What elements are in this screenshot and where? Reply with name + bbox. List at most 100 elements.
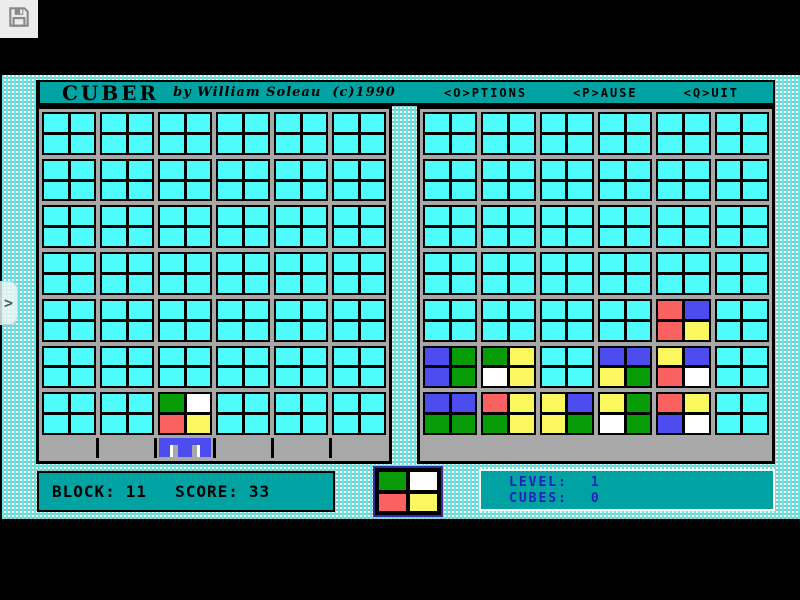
board-block-empty <box>481 158 536 202</box>
board-cell <box>716 368 741 387</box>
board-block-empty <box>714 158 769 202</box>
board-left <box>36 106 392 464</box>
board-cell <box>684 368 709 387</box>
board-cell <box>716 160 741 179</box>
board-cell <box>186 300 210 319</box>
board-cell <box>684 228 709 247</box>
board-cell <box>70 321 94 340</box>
board-cell <box>102 134 126 153</box>
menu-item-options[interactable]: <O>PTIONS <box>444 85 528 100</box>
board-cell <box>716 254 741 272</box>
board-right <box>417 106 775 464</box>
board-cell <box>128 274 152 293</box>
board-cell <box>102 228 126 247</box>
board-cell <box>743 228 767 247</box>
menu-item-quit[interactable]: <Q>UIT <box>683 85 739 100</box>
board-block-empty <box>332 345 386 389</box>
cubes-label: CUBES: <box>509 491 568 506</box>
board-cell <box>541 160 566 179</box>
board-block-empty <box>100 392 154 435</box>
board-cell <box>451 274 476 293</box>
board-cell <box>244 415 268 433</box>
board-cell <box>716 415 741 433</box>
board-cell <box>128 415 152 433</box>
floor-segment <box>422 438 770 458</box>
board-block-colored <box>597 392 653 435</box>
cart-part <box>159 445 171 457</box>
board-cell <box>483 228 507 247</box>
floor-segment <box>331 438 388 458</box>
board-cell <box>44 415 68 433</box>
board-cell <box>244 160 268 179</box>
board-cell <box>360 181 384 200</box>
board-cell <box>276 415 300 433</box>
save-floppy-button[interactable] <box>0 0 38 38</box>
board-cell <box>509 321 534 340</box>
board-cell <box>302 347 326 366</box>
cart-part <box>177 445 192 457</box>
game-title: CUBER <box>62 80 160 105</box>
board-cell <box>743 300 767 319</box>
board-cell <box>541 228 566 247</box>
board-cell <box>160 160 184 179</box>
board-block-empty <box>274 345 328 389</box>
board-cell <box>334 321 358 340</box>
board-cell <box>218 347 242 366</box>
board-cell <box>44 181 68 200</box>
board-floor <box>422 438 770 458</box>
board-block-empty <box>597 252 653 295</box>
board-cell <box>743 274 767 293</box>
board-cell <box>684 134 709 153</box>
board-cell <box>425 207 449 226</box>
board-cell <box>451 300 476 319</box>
board-block-empty <box>158 345 212 389</box>
board-cell <box>684 394 709 413</box>
sidebar-toggle-tab[interactable]: > <box>0 281 18 325</box>
board-block-empty <box>100 298 154 342</box>
board-cell <box>425 274 449 293</box>
board-cell <box>160 274 184 293</box>
board-block-empty <box>216 252 270 295</box>
board-cell <box>44 160 68 179</box>
board-cell <box>70 207 94 226</box>
board-cell <box>160 300 184 319</box>
menu-item-pause[interactable]: <P>AUSE <box>573 85 638 100</box>
board-cell <box>186 134 210 153</box>
board-cell <box>568 207 592 226</box>
board-cell <box>684 321 709 340</box>
board-cell <box>599 347 624 366</box>
board-block-empty <box>539 112 594 155</box>
board-cell <box>218 160 242 179</box>
board-cell <box>684 274 709 293</box>
board-block-colored <box>539 392 594 435</box>
board-cell <box>186 368 210 387</box>
board-cell <box>483 415 507 433</box>
board-cell <box>128 368 152 387</box>
board-cell <box>160 207 184 226</box>
board-cell <box>276 394 300 413</box>
board-cell <box>716 394 741 413</box>
board-block-colored <box>656 298 711 342</box>
board-cell <box>716 300 741 319</box>
board-cell <box>658 181 682 200</box>
floor-segment <box>157 438 213 458</box>
board-cell <box>186 347 210 366</box>
board-cell <box>302 228 326 247</box>
board-cell <box>244 368 268 387</box>
board-cell <box>425 321 449 340</box>
board-cell <box>451 415 476 433</box>
board-cell <box>302 114 326 132</box>
board-cell <box>334 228 358 247</box>
board-block-empty <box>332 158 386 202</box>
board-cell <box>160 368 184 387</box>
board-cell <box>360 415 384 433</box>
board-floor <box>41 438 388 458</box>
board-cell <box>102 114 126 132</box>
board-cell <box>102 394 126 413</box>
board-cell <box>128 347 152 366</box>
board-cell <box>276 181 300 200</box>
board-cell <box>70 274 94 293</box>
board-block-empty <box>216 298 270 342</box>
board-block-empty <box>100 345 154 389</box>
